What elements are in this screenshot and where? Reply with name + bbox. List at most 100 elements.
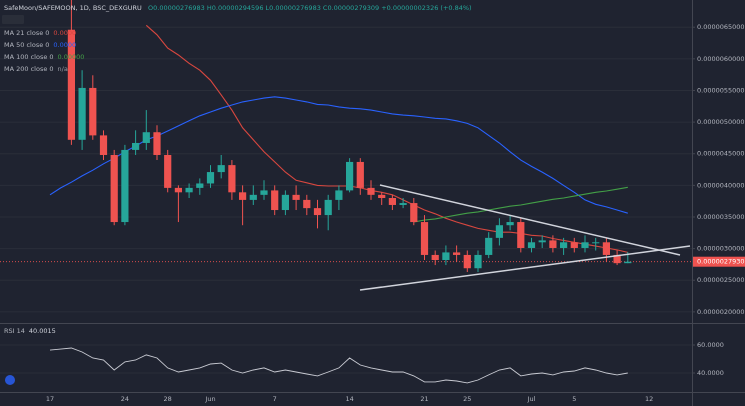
y-tick-label: 40.0000 (697, 369, 724, 377)
candle-body (89, 87, 97, 136)
last-price-box (693, 256, 745, 267)
trend-lines (359, 184, 691, 291)
candle-body (538, 240, 546, 243)
candle-body (527, 242, 536, 248)
candle-body (485, 237, 493, 255)
candle-body (78, 87, 86, 140)
legend-value: 0.00000 (58, 53, 85, 61)
candle-body (67, 29, 75, 140)
y-tick-label: 0.0000050000 (697, 118, 745, 126)
legend-name: MA 200 close 0 (4, 65, 54, 73)
ohlc-label: O0.00000276983 H0.00000294596 L0.0000027… (148, 4, 472, 12)
candle-body (174, 187, 182, 193)
x-tick-label: 28 (164, 395, 172, 403)
candle-body (249, 194, 257, 200)
trend-line (379, 184, 681, 256)
candle-body (570, 242, 578, 248)
legend-name: MA 100 close 0 (4, 53, 54, 61)
candle-body (185, 187, 193, 193)
x-tick-label: Jul (527, 395, 536, 403)
candle-body (592, 242, 600, 244)
line (413, 186, 628, 223)
y-tick-label: 0.0000040000 (697, 181, 745, 189)
rsi-value: 40.0015 (29, 327, 56, 335)
candle-body (324, 199, 332, 216)
line (145, 24, 628, 253)
y-tick-label: 0.0000025000 (697, 276, 745, 284)
candle-body (292, 194, 300, 200)
main-plot (49, 0, 632, 273)
rsi-plot (49, 347, 628, 384)
line (49, 347, 628, 384)
candle-body (121, 149, 129, 223)
y-tick-label: 0.0000065000 (697, 23, 745, 31)
x-tick-label: 5 (572, 395, 576, 403)
legend-value: n/a (58, 65, 68, 73)
y-tick-label: 0.0000060000 (697, 55, 745, 63)
legend-value: 0.0000 (53, 41, 76, 49)
candle-body (303, 199, 311, 209)
candle-body (420, 222, 429, 255)
candle-body (367, 187, 375, 195)
candle-body (410, 203, 418, 223)
candle-body (581, 242, 589, 248)
candle-body (110, 154, 118, 223)
legend-name: MA 50 close 0 (4, 41, 49, 49)
trend-line (359, 245, 691, 291)
x-tick-label: 14 (345, 395, 353, 403)
candle-body (602, 242, 610, 255)
candle-body (474, 254, 482, 269)
candle-body (442, 252, 450, 261)
candle-body (335, 190, 343, 200)
y-tick-label: 0.0000045000 (697, 150, 745, 158)
rsi-name: RSI 14 (4, 327, 25, 335)
candle-body (271, 190, 279, 211)
y-tick-label: 0.0000020000 (697, 308, 745, 316)
candle-body (313, 208, 322, 216)
candle-body (560, 242, 568, 248)
candle-body (142, 132, 150, 143)
legend-name: MA 21 close 0 (4, 29, 49, 37)
x-tick-label: 7 (273, 395, 277, 403)
x-tick-label: 25 (463, 395, 471, 403)
candle-body (239, 192, 247, 200)
candle-body (613, 254, 621, 264)
candle-body (356, 161, 364, 188)
candle-body (281, 194, 289, 211)
x-tick-label: Jun (204, 395, 215, 403)
legend-value: 0.0000 (53, 29, 76, 37)
candle-body (463, 254, 471, 269)
y-tick-label: 0.0000035000 (697, 213, 745, 221)
candle-body (624, 261, 632, 264)
candle-body (206, 172, 215, 184)
x-tick-label: 21 (420, 395, 428, 403)
candle-body (346, 161, 354, 191)
candle-body (153, 132, 161, 155)
rsi-grid (0, 344, 692, 374)
candle-body (228, 165, 236, 193)
axes: 0.0000020000 0.0000025000 0.0000030000 0.00… (46, 23, 745, 403)
candle-body (517, 222, 525, 248)
x-tick-label: 24 (121, 395, 129, 403)
y-tick-label: 60.0000 (697, 341, 724, 349)
y-tick-label: 0.0000055000 (697, 86, 745, 94)
candle-body (388, 198, 396, 205)
candle-body (399, 203, 407, 205)
candle-body (431, 254, 439, 261)
candle-body (196, 183, 204, 188)
candle-body (99, 135, 108, 155)
candle-body (506, 222, 514, 226)
logo-icon[interactable] (5, 375, 15, 385)
candle-body (260, 190, 268, 195)
last-price-label: 0.0000027930 (697, 258, 745, 266)
legend-toggle[interactable] (2, 15, 24, 24)
candle-body (453, 252, 461, 255)
candle-body (495, 225, 503, 238)
candle-body (217, 165, 225, 173)
x-tick-label: 17 (46, 395, 54, 403)
candle-body (549, 240, 557, 248)
x-tick-label: 12 (645, 395, 653, 403)
candle-body (378, 194, 386, 199)
